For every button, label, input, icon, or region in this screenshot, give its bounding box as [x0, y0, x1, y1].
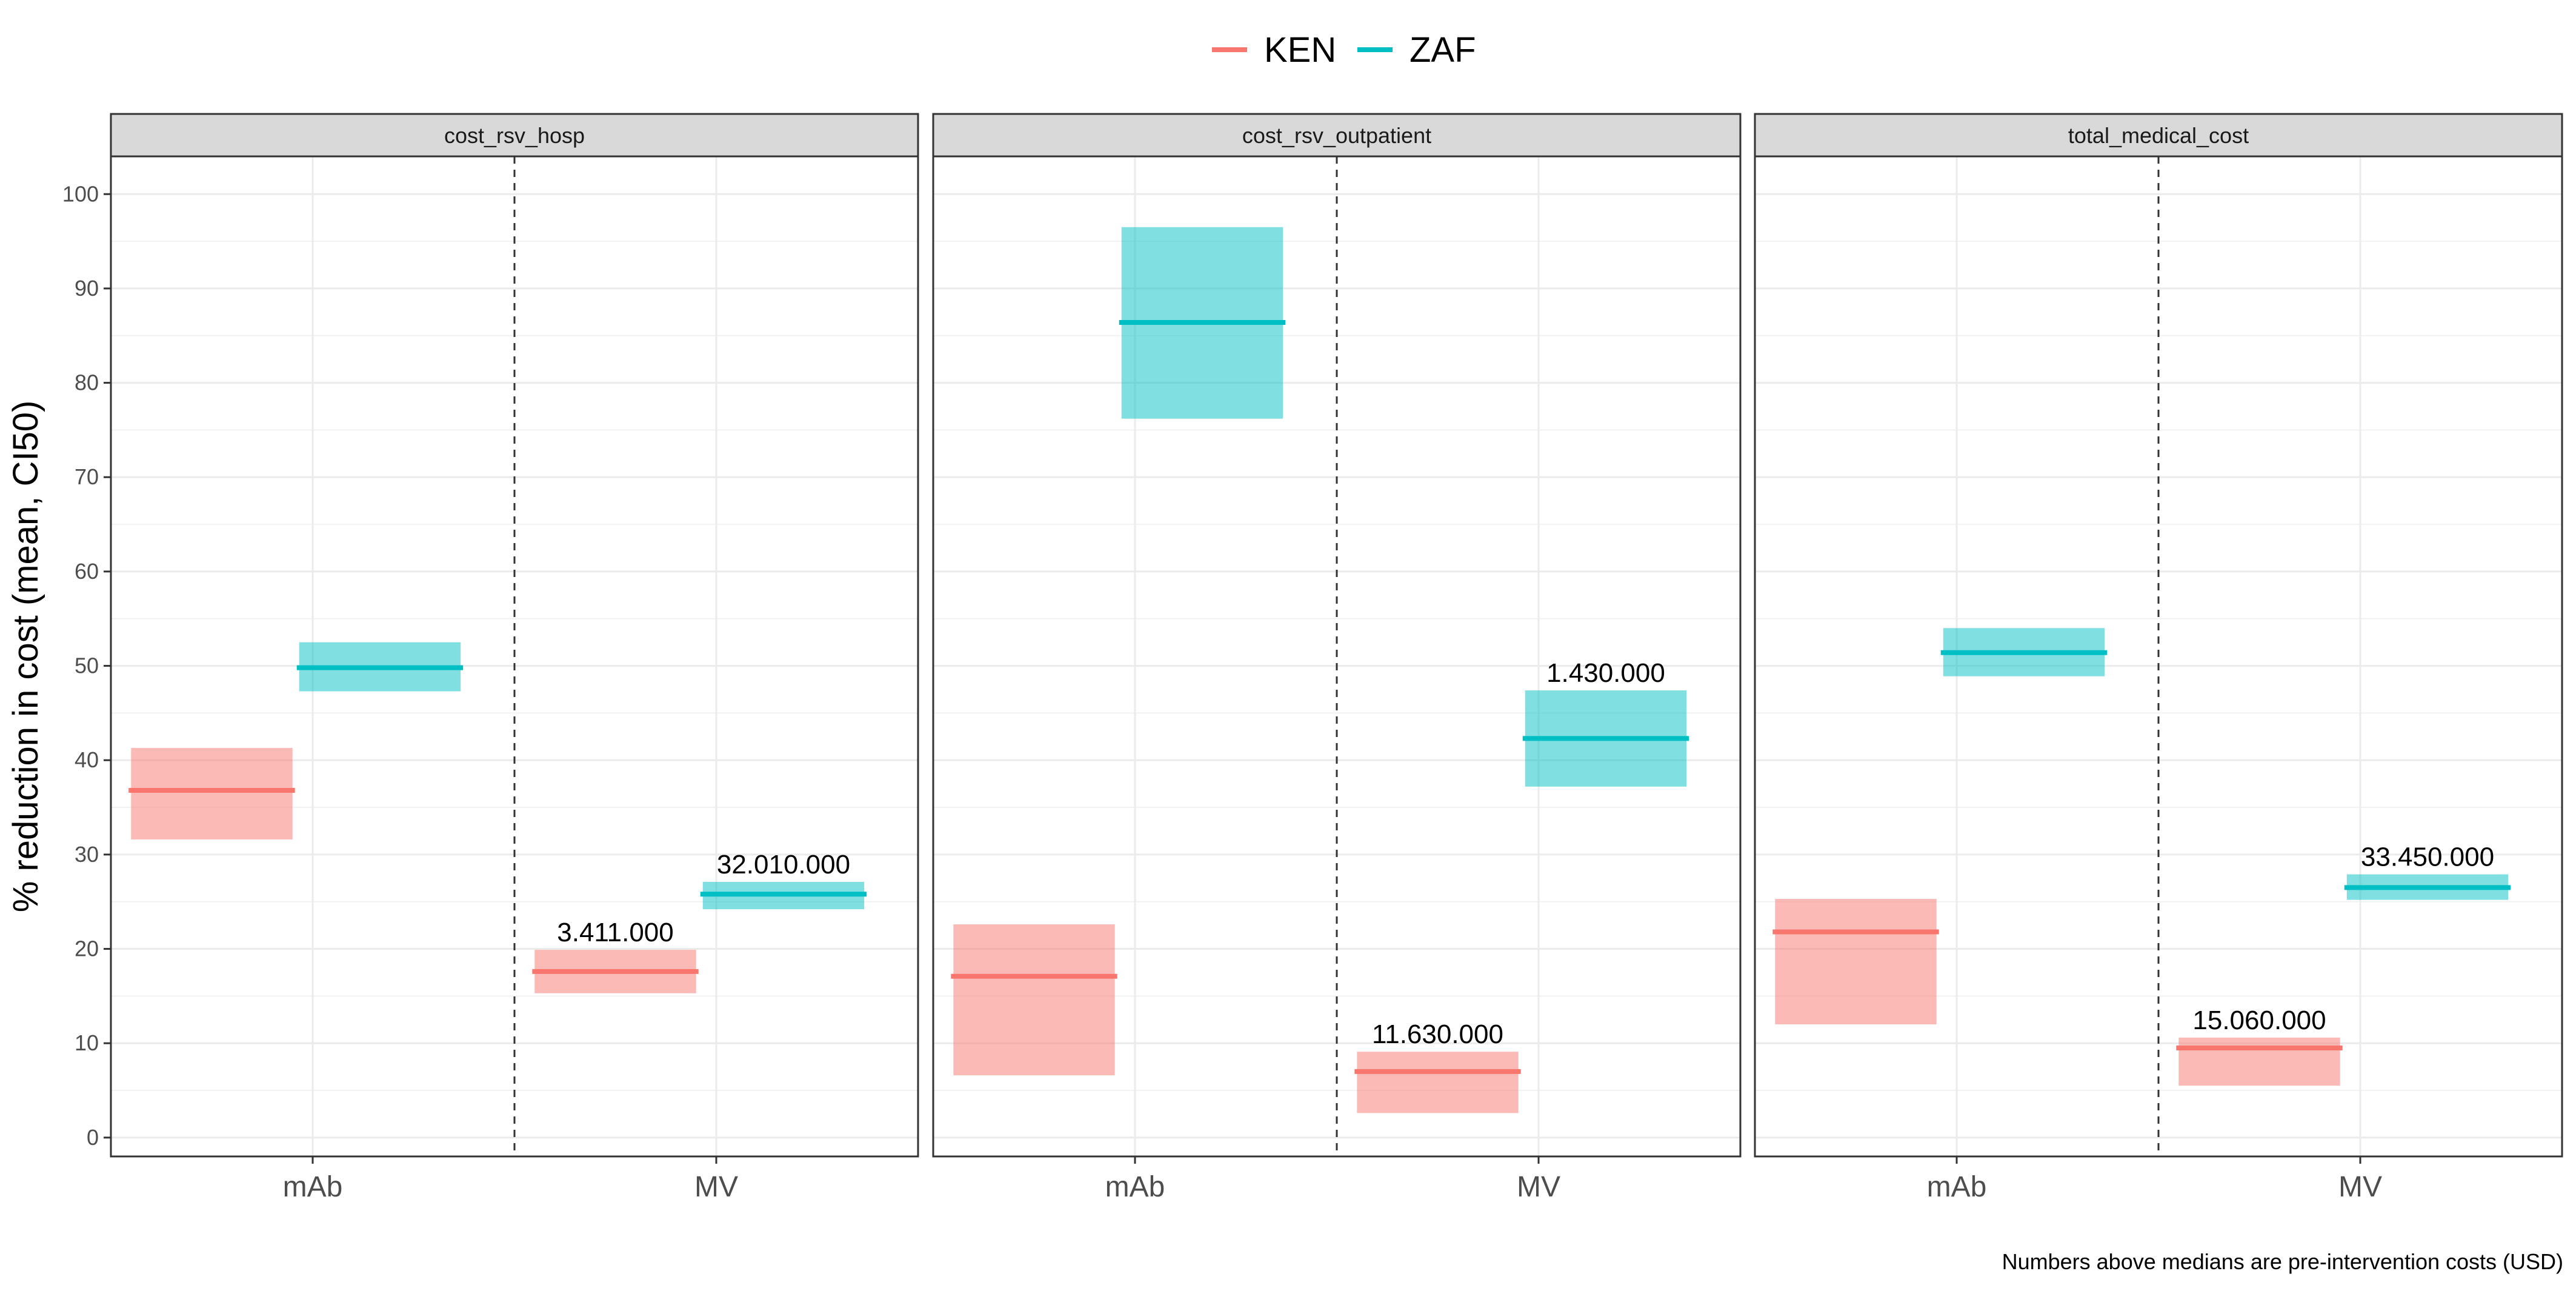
x-tick-label: mAb	[1105, 1171, 1165, 1203]
facet-title: total_medical_cost	[2068, 123, 2249, 148]
ci-box-ken	[953, 924, 1115, 1076]
facet-strip	[1754, 113, 2563, 158]
cost-label: 33.450.000	[2361, 842, 2494, 872]
ci-box-ken	[1357, 1052, 1519, 1113]
cost-label: 1.430.000	[1546, 658, 1665, 688]
y-tick-label: 40	[75, 747, 99, 772]
y-tick-label: 30	[75, 842, 99, 867]
cost-label: 11.630.000	[1372, 1019, 1503, 1049]
y-tick-label: 50	[75, 653, 99, 678]
ci-box-ken	[1775, 899, 1937, 1025]
y-tick-label: 10	[75, 1030, 99, 1055]
y-tick-label: 90	[75, 276, 99, 301]
y-tick-label: 100	[62, 181, 99, 206]
cost-label: 15.060.000	[2192, 1006, 2326, 1035]
x-tick-label: MV	[2338, 1171, 2382, 1203]
ci-box-ken	[131, 747, 293, 839]
ci-box-ken	[2178, 1037, 2340, 1086]
facet-strip	[110, 113, 919, 158]
cost-label: 32.010.000	[717, 850, 850, 879]
facet-title: cost_rsv_outpatient	[1242, 123, 1431, 148]
y-tick-label: 70	[75, 464, 99, 489]
legend-label-zaf: ZAF	[1409, 30, 1476, 70]
y-axis-title: % reduction in cost (mean, CI50)	[6, 401, 45, 913]
cost-label: 3.411.000	[557, 918, 673, 947]
facet-title: cost_rsv_hosp	[444, 123, 585, 148]
y-tick-label: 0	[87, 1125, 99, 1150]
y-tick-label: 80	[75, 370, 99, 395]
y-tick-label: 60	[75, 559, 99, 584]
chart-caption: Numbers above medians are pre-interventi…	[2002, 1249, 2563, 1274]
x-tick-label: MV	[1517, 1171, 1560, 1203]
x-tick-label: mAb	[283, 1171, 343, 1203]
facet-strip	[932, 113, 1742, 158]
y-tick-label: 20	[75, 936, 99, 961]
legend-label-ken: KEN	[1264, 30, 1336, 70]
x-tick-label: mAb	[1927, 1171, 1987, 1203]
x-tick-label: MV	[694, 1171, 738, 1203]
